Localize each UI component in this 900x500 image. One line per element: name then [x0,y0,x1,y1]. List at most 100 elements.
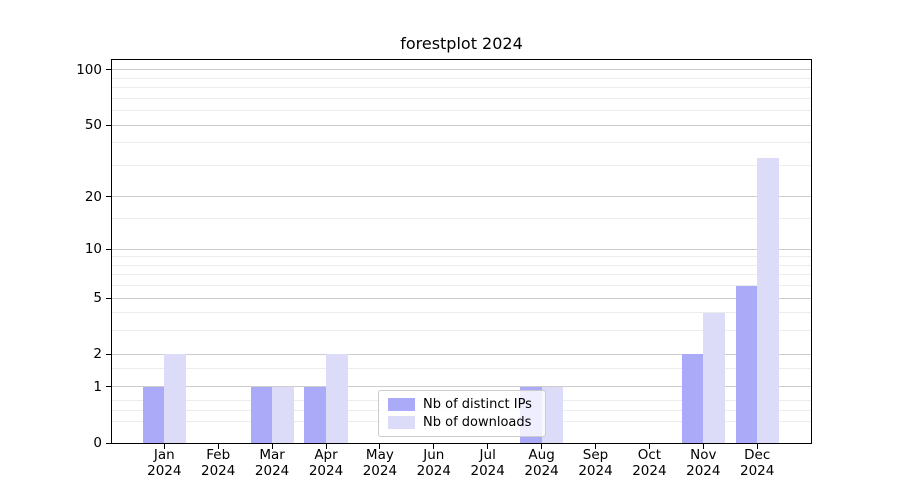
gridline-minor [112,110,811,112]
y-tick-mark [106,69,111,71]
gridline-major [112,196,811,198]
y-tick-mark [106,297,111,299]
gridline-minor [112,164,811,166]
plot-area: Nb of distinct IPs Nb of downloads [111,59,812,444]
x-tick-month: Jul [479,447,496,463]
gridline-major [112,297,811,299]
x-tick-year: 2024 [416,462,451,479]
x-tick-year: 2024 [201,462,236,479]
x-tick-mark [702,444,704,449]
x-tick-label: May 2024 [348,447,412,479]
bar-downloads-apr [326,354,348,443]
gridline-minor [112,330,811,332]
x-tick-label: Oct 2024 [617,447,681,479]
x-tick-label: Aug 2024 [510,447,574,479]
bar-distinct-ips-nov [681,354,704,443]
x-tick-mark [541,444,543,449]
x-tick-month: Jun [423,447,445,463]
x-tick-label: Jun 2024 [402,447,466,479]
y-tick-mark [106,386,111,388]
x-tick-year: 2024 [524,462,559,479]
bar-distinct-ips-mar [250,386,273,443]
x-tick-month: Dec [744,447,771,463]
y-tick-label: 20 [84,188,102,205]
y-tick-mark [106,248,111,250]
bar-downloads-nov [703,312,725,443]
x-tick-mark [325,444,327,449]
bar-distinct-ips-jan [142,386,165,443]
x-tick-label: Jul 2024 [456,447,520,479]
gridline-minor [112,256,811,258]
gridline-major [112,69,811,71]
gridline-major [112,124,811,126]
x-tick-mark [163,444,165,449]
gridline-major [112,386,811,388]
x-tick-year: 2024 [147,462,182,479]
x-tick-month: Mar [259,447,285,463]
x-tick-mark [487,444,489,449]
legend-label-downloads: Nb of downloads [423,415,532,431]
chart-title: forestplot 2024 [400,34,523,53]
gridline-minor [112,368,811,370]
gridline-minor [112,285,811,287]
x-tick-year: 2024 [740,462,775,479]
legend-label-distinct-ips: Nb of distinct IPs [423,396,532,412]
bar-distinct-ips-apr [304,386,326,443]
x-tick-year: 2024 [308,462,344,479]
y-tick-mark [106,124,111,126]
x-tick-month: Sep [582,447,609,463]
legend: Nb of distinct IPs Nb of downloads [378,390,546,437]
x-tick-year: 2024 [578,462,613,479]
legend-item-downloads: Nb of downloads [388,415,537,430]
legend-item-distinct-ips: Nb of distinct IPs [388,397,537,412]
gridline-minor [112,77,811,79]
x-tick-label: Sep 2024 [564,447,628,479]
x-tick-month: Apr [314,447,338,463]
x-tick-year: 2024 [470,462,505,479]
y-tick-label: 10 [84,241,102,258]
x-tick-month: May [365,447,394,463]
gridline-minor [112,87,811,89]
x-tick-year: 2024 [632,462,667,479]
x-tick-year: 2024 [686,462,721,479]
x-tick-mark [271,444,273,449]
x-tick-month: Feb [206,447,231,463]
x-tick-mark [379,444,381,449]
x-tick-mark [648,444,650,449]
x-tick-mark [433,444,435,449]
x-tick-year: 2024 [362,462,398,479]
x-tick-month: Nov [690,447,717,463]
x-tick-year: 2024 [254,462,290,479]
x-tick-label: Dec 2024 [725,447,789,479]
y-tick-mark [106,196,111,198]
gridline-minor [112,142,811,144]
legend-swatch-distinct-ips [388,397,415,411]
x-tick-label: Apr 2024 [294,447,358,479]
gridline-major [112,248,811,250]
x-tick-label: Feb 2024 [186,447,250,479]
gridline-minor [112,312,811,314]
x-tick-label: Nov 2024 [671,447,735,479]
bar-downloads-jan [164,354,186,443]
gridline-major [112,353,811,355]
y-tick-mark [106,442,111,444]
gridline-minor [112,218,811,220]
y-tick-label: 100 [76,61,102,78]
y-tick-label: 1 [93,378,102,395]
y-tick-label: 50 [84,117,102,133]
legend-swatch-downloads [388,416,415,430]
y-tick-label: 2 [93,346,102,363]
bar-downloads-mar [272,386,294,443]
x-tick-mark [217,444,219,449]
x-tick-month: Jan [153,447,175,463]
x-tick-mark [595,444,596,449]
x-tick-mark [756,444,758,449]
y-tick-mark [106,353,111,355]
x-tick-label: Jan 2024 [132,447,196,479]
bar-downloads-dec [757,157,779,443]
x-tick-label: Mar 2024 [240,447,304,479]
x-tick-month: Oct [637,447,662,463]
bar-downloads-aug [541,386,564,443]
x-tick-month: Aug [528,447,555,463]
